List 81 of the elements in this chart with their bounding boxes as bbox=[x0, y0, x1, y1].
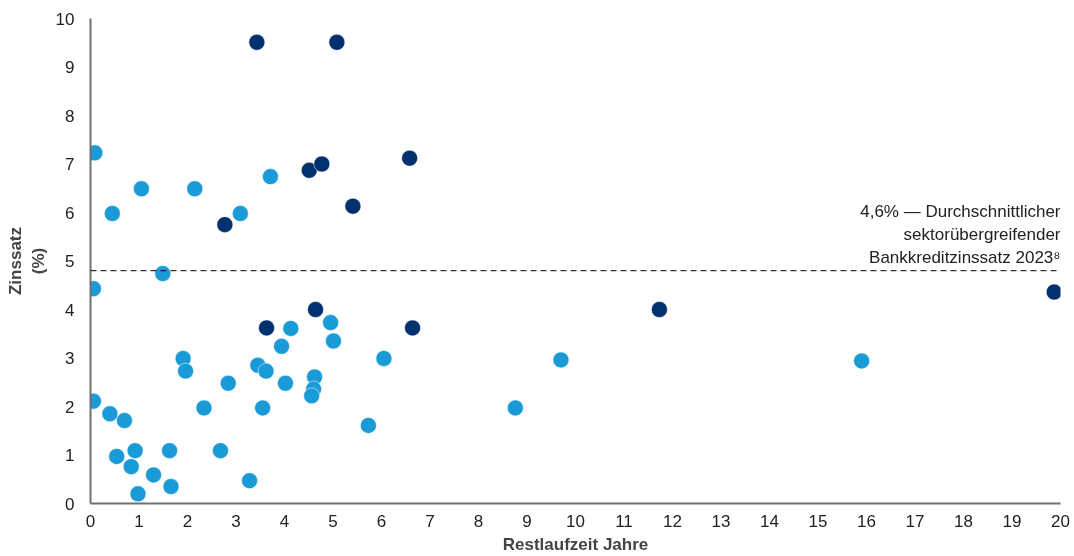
x-tick-label: 1 bbox=[134, 511, 144, 531]
point bbox=[108, 448, 125, 465]
x-tick-label: 0 bbox=[85, 511, 96, 531]
point bbox=[300, 162, 318, 179]
y-tick-label: 2 bbox=[65, 397, 75, 417]
point bbox=[344, 197, 362, 215]
point bbox=[1045, 283, 1061, 301]
point bbox=[404, 319, 421, 337]
point bbox=[258, 319, 275, 337]
point bbox=[325, 332, 342, 350]
point bbox=[162, 478, 180, 495]
x-tick-label: 19 bbox=[1002, 511, 1022, 531]
x-tick-label: 2 bbox=[182, 511, 193, 531]
point bbox=[232, 205, 249, 222]
x-tick-label: 4 bbox=[279, 511, 290, 531]
point bbox=[133, 180, 150, 197]
point bbox=[104, 205, 121, 222]
point bbox=[126, 442, 144, 459]
point bbox=[101, 405, 119, 423]
y-tick-label: 4 bbox=[65, 300, 75, 320]
point bbox=[241, 472, 258, 489]
point bbox=[552, 351, 570, 369]
x-axis-title: Restlaufzeit Jahre bbox=[502, 534, 649, 554]
y-tick-label: 10 bbox=[55, 9, 75, 29]
point bbox=[145, 466, 162, 484]
x-tick-label: 5 bbox=[328, 511, 338, 531]
y-tick-label: 9 bbox=[65, 58, 75, 77]
x-tick-label: 10 bbox=[566, 511, 585, 531]
x-tick-label: 14 bbox=[760, 511, 779, 531]
x-tick-label: 15 bbox=[808, 511, 828, 531]
point bbox=[282, 320, 300, 337]
point bbox=[313, 155, 331, 173]
point bbox=[262, 168, 279, 185]
point bbox=[129, 485, 147, 503]
point bbox=[174, 350, 192, 367]
point bbox=[254, 399, 271, 417]
y-tick-label: 1 bbox=[65, 446, 75, 465]
point bbox=[154, 265, 172, 282]
point bbox=[375, 350, 393, 367]
x-tick-label: 13 bbox=[711, 511, 731, 531]
point bbox=[303, 387, 320, 405]
point bbox=[273, 338, 290, 355]
x-tick-label: 11 bbox=[615, 511, 633, 531]
y-tick-label: 6 bbox=[65, 203, 75, 223]
point bbox=[257, 362, 275, 380]
y-tick-label: 5 bbox=[65, 252, 75, 271]
y-axis-title: Zinssatz (%) bbox=[5, 226, 48, 296]
ref-line-label: 4,6% — Durchschnittlicher sektorübergreifender Bankkreditzinssatz 2023⁸ bbox=[860, 202, 1061, 267]
x-tick-label: 12 bbox=[663, 511, 682, 531]
x-tick-label: 8 bbox=[473, 511, 484, 531]
point bbox=[360, 417, 377, 434]
y-tick-label: 0 bbox=[65, 494, 75, 514]
point bbox=[328, 34, 346, 51]
point bbox=[219, 374, 237, 392]
point bbox=[177, 362, 194, 380]
x-tick-label: 9 bbox=[522, 511, 532, 531]
x-tick-label: 20 bbox=[1051, 511, 1070, 531]
point bbox=[161, 442, 178, 459]
point bbox=[195, 399, 213, 417]
y-tick-label: 8 bbox=[65, 106, 75, 126]
y-tick-label: 3 bbox=[65, 349, 75, 368]
point bbox=[853, 352, 870, 370]
point bbox=[507, 399, 524, 417]
point bbox=[216, 216, 234, 233]
point bbox=[212, 442, 229, 459]
point bbox=[651, 301, 668, 318]
point bbox=[401, 149, 418, 167]
x-tick-label: 16 bbox=[857, 511, 876, 531]
point bbox=[322, 314, 339, 331]
x-tick-label: 6 bbox=[376, 511, 387, 531]
x-tick-label: 17 bbox=[905, 511, 925, 531]
x-tick-label: 7 bbox=[425, 511, 435, 531]
x-tick-label: 3 bbox=[231, 511, 241, 531]
point bbox=[307, 301, 324, 318]
point bbox=[186, 180, 204, 197]
point bbox=[277, 374, 294, 392]
point bbox=[116, 412, 133, 429]
x-tick-label: 18 bbox=[954, 511, 973, 531]
point bbox=[122, 458, 140, 475]
y-tick-label: 7 bbox=[65, 155, 75, 174]
point bbox=[248, 34, 266, 51]
